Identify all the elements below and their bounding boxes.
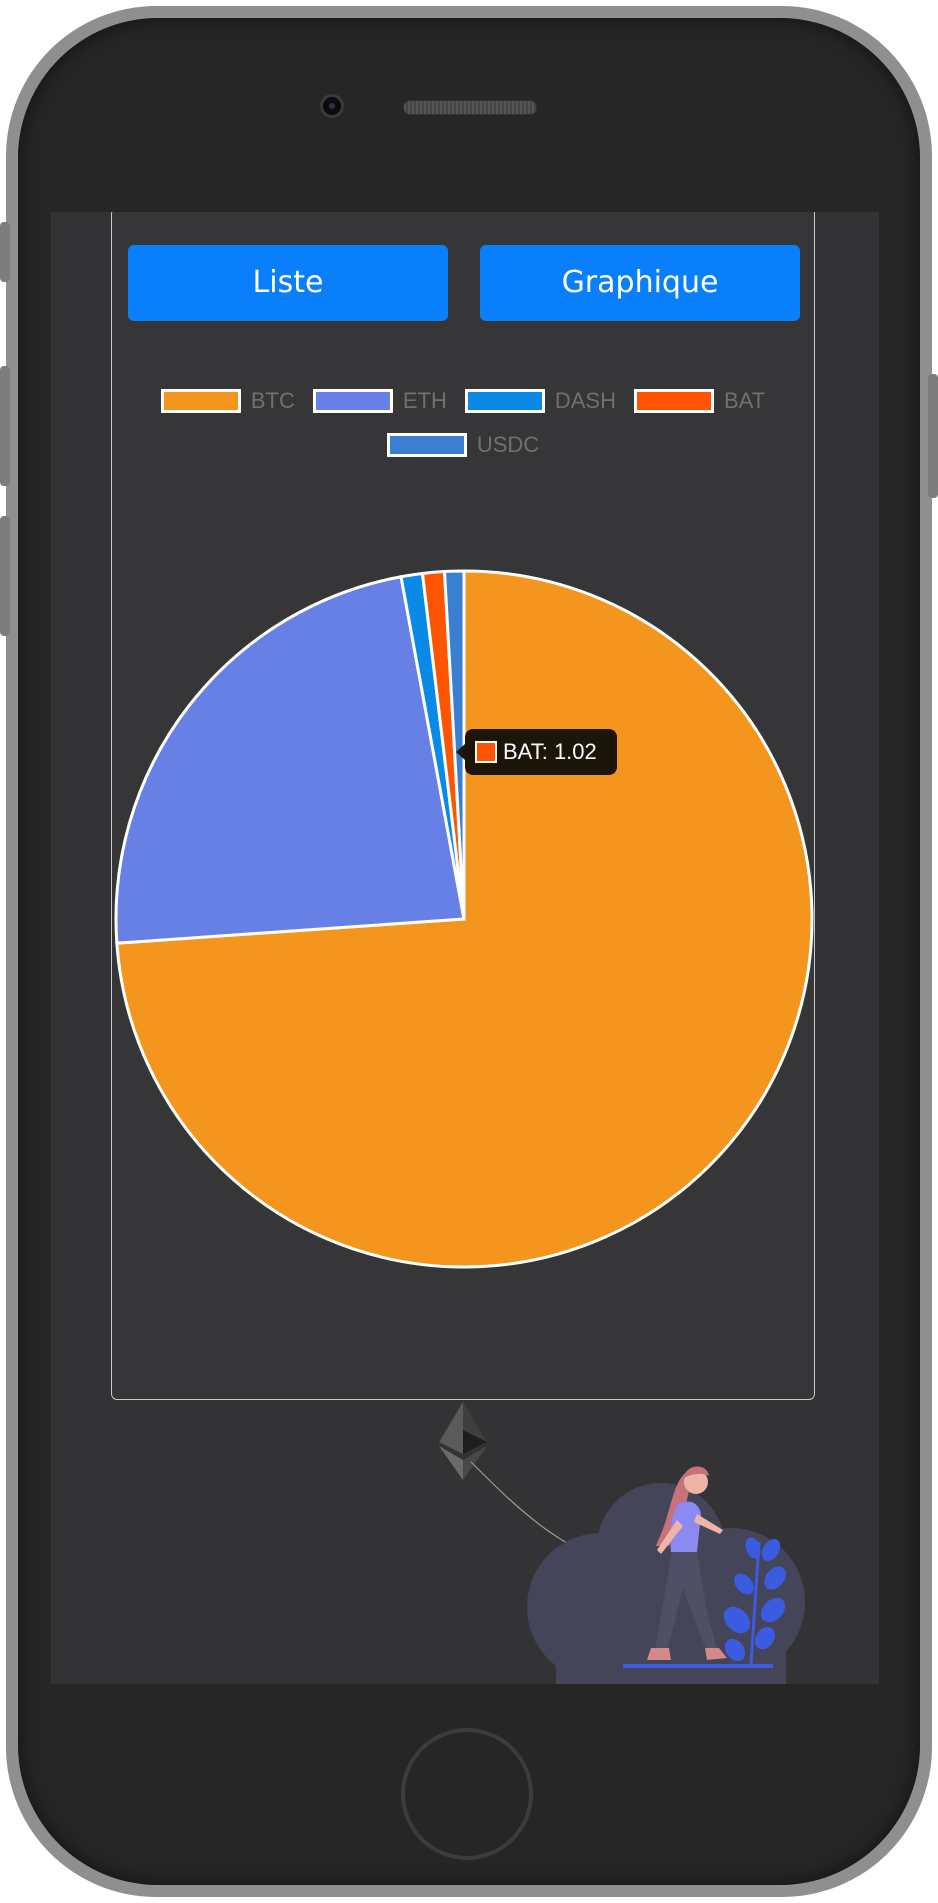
illustration (439, 1402, 805, 1684)
legend-label: BAT (723, 388, 766, 413)
app-screen: Liste Graphique BTC ETH DASH BAT USDC BAT: … (51, 212, 879, 1684)
legend-item-btc[interactable]: BTC (160, 388, 295, 414)
plant (723, 1537, 786, 1665)
tooltip-label: BAT: 1.02 (503, 739, 597, 764)
tooltip-swatch (475, 741, 497, 763)
legend-label: BTC (250, 388, 295, 413)
volume-up-button (0, 366, 10, 486)
legend-swatch (312, 389, 393, 413)
pie-slice-eth[interactable] (114, 574, 466, 945)
pie-chart[interactable] (112, 567, 816, 1287)
legend-swatch (464, 389, 545, 413)
legend-row: USDC (112, 423, 814, 467)
woman-walking-figure (647, 1466, 727, 1660)
volume-down-button (0, 516, 10, 636)
chart-tooltip: BAT: 1.02 (456, 729, 617, 775)
legend-item-eth[interactable]: ETH (312, 388, 447, 414)
camera-icon (320, 94, 344, 118)
ground-line (623, 1664, 773, 1668)
pie-slice-usdc[interactable] (442, 569, 466, 920)
chart-legend: BTC ETH DASH BAT USDC (112, 379, 814, 467)
legend-swatch (160, 389, 241, 413)
speaker-grill (403, 100, 537, 115)
list-view-button[interactable]: Liste (128, 245, 448, 321)
chart-view-button[interactable]: Graphique (480, 245, 800, 321)
legend-item-bat[interactable]: BAT (633, 388, 766, 414)
legend-row: BTC ETH DASH BAT (112, 379, 814, 423)
legend-label: ETH (402, 388, 447, 413)
legend-swatch (386, 433, 467, 457)
mute-switch (0, 222, 10, 282)
legend-label: USDC (476, 432, 540, 457)
home-button[interactable] (401, 1728, 533, 1860)
legend-swatch (633, 389, 714, 413)
ethereum-icon (439, 1402, 487, 1480)
legend-item-usdc[interactable]: USDC (386, 432, 540, 458)
legend-item-dash[interactable]: DASH (464, 388, 616, 414)
portfolio-card: Liste Graphique BTC ETH DASH BAT USDC BAT: … (111, 212, 815, 1400)
legend-label: DASH (554, 388, 616, 413)
power-button (928, 374, 938, 498)
